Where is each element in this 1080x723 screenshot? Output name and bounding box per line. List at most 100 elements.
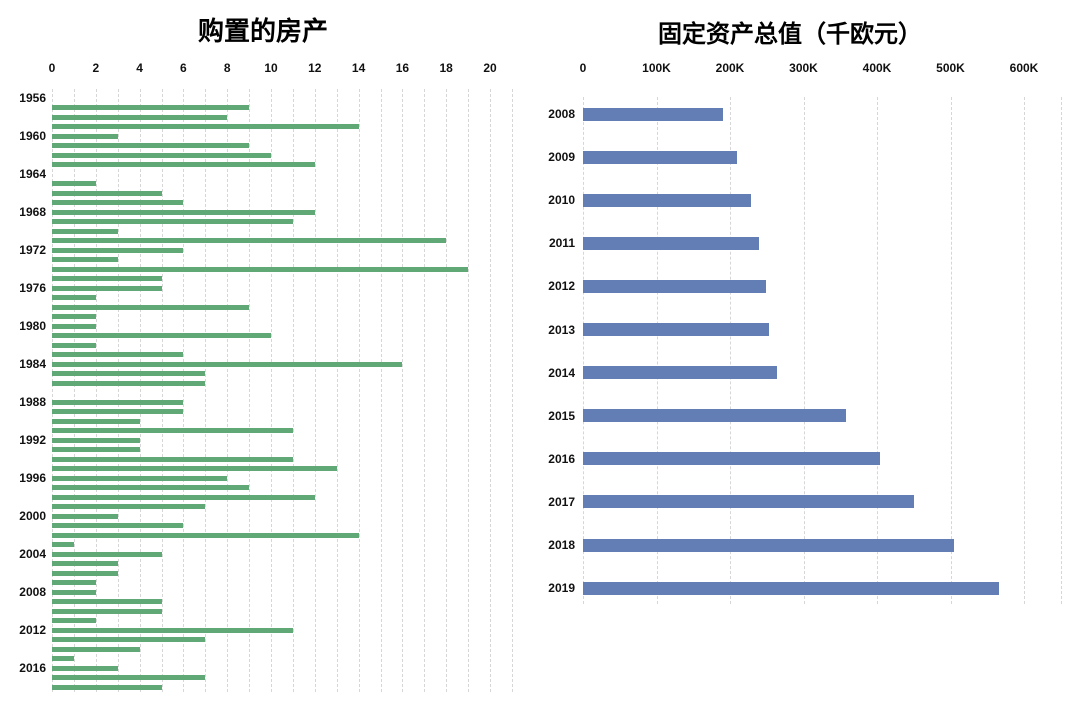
gridline <box>490 89 491 692</box>
gridline <box>52 89 53 692</box>
gridline <box>227 89 229 692</box>
y-tick-label: 1972 <box>19 243 46 258</box>
y-tick-label: 1956 <box>19 91 46 106</box>
bar-2009 <box>52 599 162 605</box>
bar-1966 <box>52 190 162 196</box>
bar-2014 <box>583 366 778 380</box>
bar-1972 <box>52 247 184 253</box>
gridline <box>583 97 584 604</box>
x-tick-label: 0 <box>579 61 587 75</box>
bar-1979 <box>52 314 96 320</box>
x-tick-label: 100K <box>642 61 671 75</box>
bar-1973 <box>52 257 118 263</box>
gridline <box>730 97 731 604</box>
bar-2016 <box>52 665 118 671</box>
bar-1958 <box>52 114 228 120</box>
bar-1975 <box>52 276 162 282</box>
bar-2012 <box>583 279 766 293</box>
y-tick-label: 2016 <box>19 661 46 676</box>
y-tick-label: 2015 <box>548 408 575 423</box>
bar-1974 <box>52 266 469 272</box>
bar-1997 <box>52 485 250 491</box>
y-tick-label: 1992 <box>19 433 46 448</box>
bar-2012 <box>52 627 293 633</box>
x-tick-label: 300K <box>789 61 818 75</box>
y-tick-label: 2012 <box>548 279 575 294</box>
bar-1978 <box>52 304 250 310</box>
bar-1960 <box>52 133 118 139</box>
bar-2007 <box>52 580 96 586</box>
bar-2003 <box>52 542 74 548</box>
gridline <box>271 89 272 692</box>
y-tick-label: 2019 <box>548 581 575 596</box>
gridline <box>380 89 382 692</box>
bar-1970 <box>52 228 118 234</box>
bar-2010 <box>583 193 751 207</box>
x-tick-label: 600K <box>1009 61 1039 75</box>
y-tick-label: 2018 <box>548 538 575 553</box>
bar-1994 <box>52 456 293 462</box>
gridline <box>314 89 316 692</box>
x-tick-label: 200K <box>715 61 745 75</box>
y-tick-label: 2012 <box>19 623 46 638</box>
gridline <box>446 89 448 692</box>
bar-1995 <box>52 466 337 472</box>
gridline <box>803 97 805 604</box>
y-tick-label: 2008 <box>19 585 46 600</box>
gridline <box>1024 97 1025 604</box>
bar-2016 <box>583 452 880 466</box>
gridline <box>117 89 119 692</box>
bar-2018 <box>52 684 162 690</box>
gridline <box>95 89 97 692</box>
bar-1962 <box>52 152 271 158</box>
y-tick-label: 1980 <box>19 319 46 334</box>
bar-1959 <box>52 124 359 130</box>
bar-1981 <box>52 333 271 339</box>
bar-1980 <box>52 323 96 329</box>
bar-1963 <box>52 162 315 168</box>
bar-1976 <box>52 285 162 291</box>
bar-1971 <box>52 238 447 244</box>
x-tick-label: 14 <box>351 61 366 75</box>
bar-1998 <box>52 494 315 500</box>
y-tick-label: 1976 <box>19 281 46 296</box>
bar-2009 <box>583 150 738 164</box>
gridline <box>73 89 75 692</box>
bar-1989 <box>52 409 184 415</box>
bar-1986 <box>52 380 206 386</box>
bar-2019 <box>583 581 999 595</box>
gridline <box>139 89 141 692</box>
x-tick-label: 6 <box>180 61 187 75</box>
y-tick-label: 2009 <box>548 150 575 165</box>
bar-2006 <box>52 570 118 576</box>
y-tick-label: 2004 <box>19 547 46 562</box>
x-tick-label: 2 <box>92 61 100 75</box>
x-tick-label: 20 <box>483 61 497 75</box>
bar-1992 <box>52 437 140 443</box>
gridline <box>292 89 294 692</box>
gridline <box>183 89 185 692</box>
x-tick-label: 400K <box>862 61 892 75</box>
y-tick-label: 2017 <box>548 494 575 509</box>
bar-2018 <box>583 538 955 552</box>
y-tick-label: 2010 <box>548 193 575 208</box>
y-tick-label: 1960 <box>19 129 46 144</box>
y-tick-label: 2011 <box>548 236 575 251</box>
bar-2015 <box>52 656 74 662</box>
gridline <box>402 89 404 692</box>
bar-2000 <box>52 513 118 519</box>
gridline <box>468 89 470 692</box>
x-tick-label: 0 <box>48 61 56 75</box>
gridline <box>511 89 513 692</box>
bar-2010 <box>52 608 162 614</box>
x-tick-label: 12 <box>308 61 322 75</box>
y-tick-label: 2014 <box>548 365 575 380</box>
chart-title: 固定资产总值（千欧元） <box>658 21 922 48</box>
y-tick-label: 2008 <box>548 107 575 122</box>
x-tick-label: 16 <box>395 61 410 75</box>
bar-2008 <box>52 589 96 595</box>
bar-2015 <box>583 409 847 423</box>
bar-2011 <box>52 618 96 624</box>
